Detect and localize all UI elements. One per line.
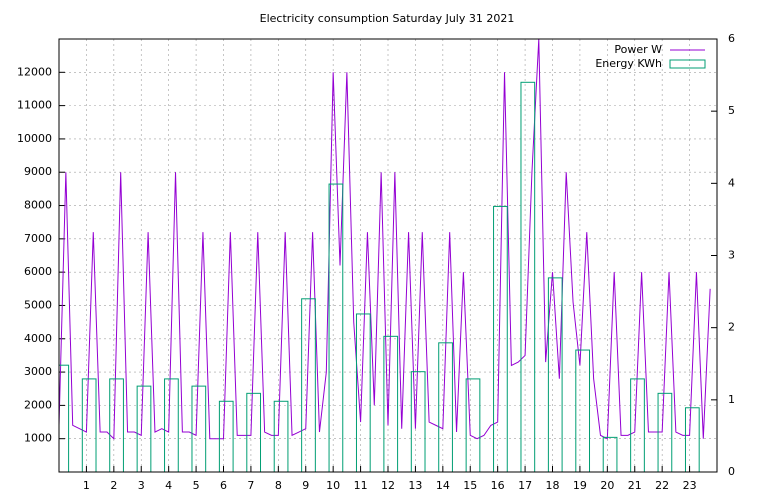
y-tick-label: 2000	[24, 398, 52, 411]
energy-box	[547, 277, 563, 472]
chart-title: Electricity consumption Saturday July 31…	[260, 12, 515, 25]
x-tick-label: 10	[326, 479, 340, 492]
y-tick-label: 7000	[24, 232, 52, 245]
x-tick-label: 21	[628, 479, 642, 492]
y2-tick-label: 2	[728, 321, 735, 334]
energy-box	[684, 407, 700, 472]
y-tick-label: 12000	[17, 65, 52, 78]
x-tick-label: 18	[546, 479, 560, 492]
energy-box	[59, 364, 70, 472]
y2-tick-label: 5	[728, 104, 735, 117]
energy-box	[493, 205, 508, 472]
y-tick-label: 6000	[24, 265, 52, 278]
x-tick-label: 15	[463, 479, 477, 492]
x-tick-label: 23	[683, 479, 697, 492]
energy-box	[164, 378, 179, 472]
x-tick-label: 14	[436, 479, 450, 492]
y-tick-label: 1000	[24, 432, 52, 445]
legend-swatch	[669, 59, 706, 69]
y-tick-label: 3000	[24, 365, 52, 378]
y-tick-label: 4000	[24, 332, 52, 345]
energy-box	[410, 371, 426, 472]
energy-box	[575, 349, 591, 472]
x-tick-label: 13	[408, 479, 422, 492]
x-tick-label: 1	[83, 479, 90, 492]
energy-box	[602, 436, 618, 472]
y2-tick-label: 0	[728, 465, 735, 478]
x-tick-label: 12	[381, 479, 395, 492]
y2-tick-label: 6	[728, 32, 735, 45]
x-tick-label: 19	[573, 479, 587, 492]
energy-box	[191, 385, 207, 472]
plot	[59, 39, 711, 472]
energy-box	[136, 385, 152, 472]
energy-box	[465, 378, 481, 472]
x-tick-label: 16	[491, 479, 505, 492]
y2-tick-label: 4	[728, 176, 735, 189]
y2-tick-label: 3	[728, 249, 735, 262]
energy-box	[273, 400, 289, 472]
energy-box	[657, 392, 673, 472]
x-tick-label: 7	[247, 479, 254, 492]
y-tick-label: 9000	[24, 165, 52, 178]
energy-box	[218, 400, 234, 472]
energy-box	[383, 335, 399, 472]
plot-frame	[58, 38, 718, 473]
x-tick-label: 9	[302, 479, 309, 492]
x-tick-label: 22	[655, 479, 669, 492]
energy-box	[328, 183, 344, 472]
x-tick-label: 11	[354, 479, 368, 492]
x-tick-label: 5	[193, 479, 200, 492]
x-tick-label: 2	[110, 479, 117, 492]
x-tick-label: 6	[220, 479, 227, 492]
legend-label: Power W	[614, 43, 662, 56]
y-tick-label: 8000	[24, 199, 52, 212]
y-tick-label: 5000	[24, 298, 52, 311]
power-line	[59, 39, 711, 440]
x-tick-label: 8	[275, 479, 282, 492]
energy-box	[81, 378, 97, 472]
energy-box	[109, 378, 124, 472]
legend-label: Energy KWh	[595, 57, 662, 70]
energy-box	[246, 392, 262, 472]
y-tick-label: 10000	[17, 132, 52, 145]
x-tick-label: 20	[600, 479, 614, 492]
x-tick-label: 17	[518, 479, 532, 492]
energy-box	[520, 81, 536, 472]
x-tick-label: 3	[138, 479, 145, 492]
energy-box	[630, 378, 645, 472]
y2-tick-label: 1	[728, 393, 735, 406]
x-tick-label: 4	[165, 479, 172, 492]
energy-box	[301, 298, 316, 472]
y-tick-label: 11000	[17, 99, 52, 112]
